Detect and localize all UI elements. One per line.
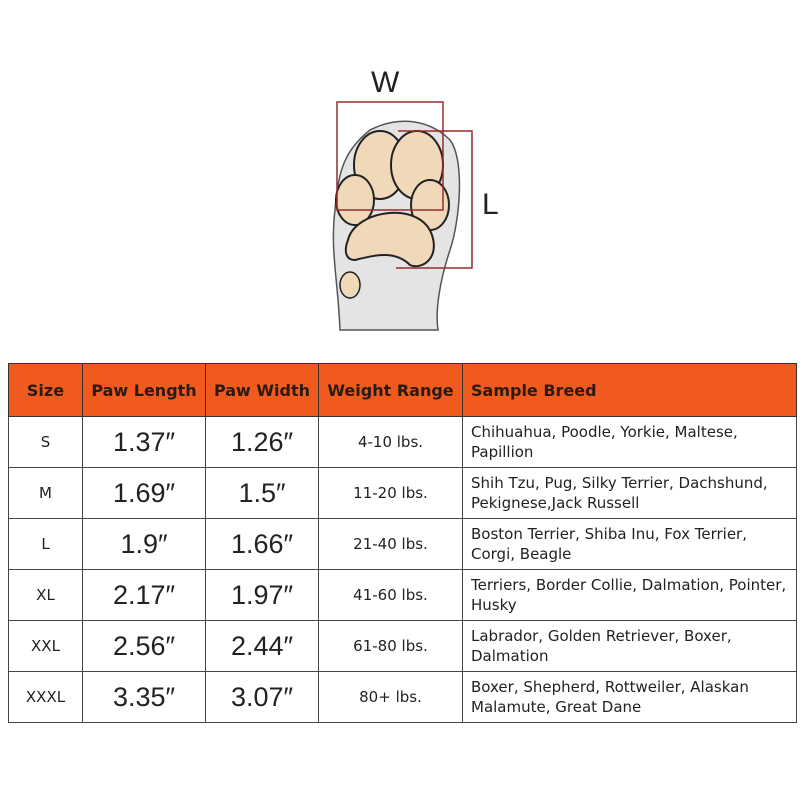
paw-diagram: W L (300, 60, 520, 350)
cell-width: 3.07″ (205, 671, 319, 723)
cell-length: 1.69″ (82, 467, 206, 519)
cell-breed: Boxer, Shepherd, Rottweiler, Alaskan Mal… (462, 671, 797, 723)
cell-weight: 11-20 lbs. (318, 467, 463, 519)
cell-weight: 4-10 lbs. (318, 416, 463, 468)
length-label: L (482, 188, 499, 221)
paw-illustration (332, 101, 473, 331)
table-row: XXL 2.56″ 2.44″ 61-80 lbs. Labrador, Golden … (8, 620, 797, 672)
table-row: S 1.37″ 1.26″ 4-10 lbs. Chihuahua, Poodle, Y… (8, 416, 797, 468)
table-row: M 1.69″ 1.5″ 11-20 lbs. Shih Tzu, Pug, Silky… (8, 467, 797, 519)
header-sample-breed: Sample Breed (462, 363, 797, 417)
cell-size: XL (8, 569, 83, 621)
cell-size: S (8, 416, 83, 468)
width-label: W (371, 66, 400, 99)
cell-length: 2.17″ (82, 569, 206, 621)
table-row: L 1.9″ 1.66″ 21-40 lbs. Boston Terrier, Shib… (8, 518, 797, 570)
cell-breed: Shih Tzu, Pug, Silky Terrier, Dachshund,… (462, 467, 797, 519)
table-row: XXXL 3.35″ 3.07″ 80+ lbs. Boxer, Shepherd, R… (8, 671, 797, 723)
cell-weight: 80+ lbs. (318, 671, 463, 723)
cell-size: L (8, 518, 83, 570)
cell-width: 1.26″ (205, 416, 319, 468)
cell-breed: Boston Terrier, Shiba Inu, Fox Terrier, … (462, 518, 797, 570)
cell-size: XXL (8, 620, 83, 672)
cell-length: 1.9″ (82, 518, 206, 570)
cell-size: M (8, 467, 83, 519)
table-header-row: Size Paw Length Paw Width Weight Range S… (8, 363, 797, 417)
cell-breed: Terriers, Border Collie, Dalmation, Poin… (462, 569, 797, 621)
cell-length: 2.56″ (82, 620, 206, 672)
cell-weight: 21-40 lbs. (318, 518, 463, 570)
cell-width: 1.66″ (205, 518, 319, 570)
header-weight-range: Weight Range (318, 363, 463, 417)
cell-weight: 61-80 lbs. (318, 620, 463, 672)
size-chart-table: Size Paw Length Paw Width Weight Range S… (8, 363, 797, 723)
table-row: XL 2.17″ 1.97″ 41-60 lbs. Terriers, Border C… (8, 569, 797, 621)
header-paw-length: Paw Length (82, 363, 206, 417)
cell-size: XXXL (8, 671, 83, 723)
cell-breed: Chihuahua, Poodle, Yorkie, Maltese, Papi… (462, 416, 797, 468)
header-size: Size (8, 363, 83, 417)
cell-length: 3.35″ (82, 671, 206, 723)
cell-width: 2.44″ (205, 620, 319, 672)
cell-width: 1.97″ (205, 569, 319, 621)
cell-weight: 41-60 lbs. (318, 569, 463, 621)
header-paw-width: Paw Width (205, 363, 319, 417)
cell-breed: Labrador, Golden Retriever, Boxer, Dalma… (462, 620, 797, 672)
cell-width: 1.5″ (205, 467, 319, 519)
cell-length: 1.37″ (82, 416, 206, 468)
